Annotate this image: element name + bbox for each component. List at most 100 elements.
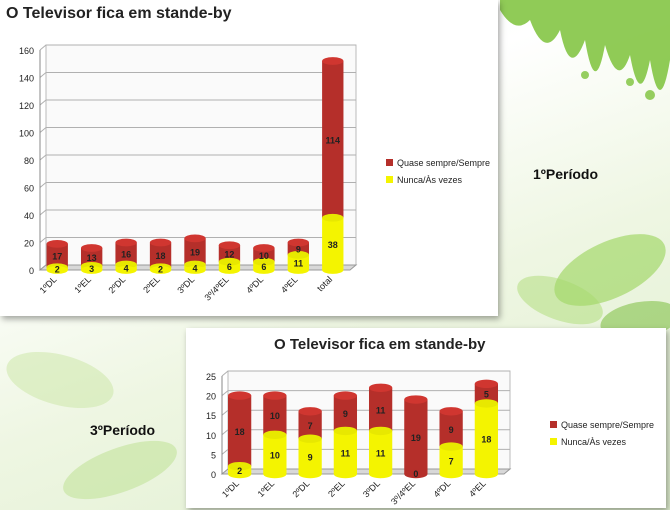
data-label-top: 7 (308, 421, 313, 431)
bar-segment-nunca (287, 254, 310, 270)
bar-divider (333, 426, 358, 436)
bar-segment-nunca (474, 403, 499, 474)
chart-card-period3: O Televisor fica em stande-by 0 5 10 15 20 25… (186, 328, 666, 508)
leaves-decoration (6, 234, 670, 500)
x-tick-label: 2ºEL (326, 478, 347, 499)
period-label-1: 1ºPeríodo (533, 166, 599, 182)
chart-card-period1: O Televisor fica em stande-by 0 20 40 60 80 1… (0, 0, 498, 316)
bar-divider (263, 430, 287, 439)
gridline-depth (221, 429, 229, 436)
bar-base (149, 266, 172, 274)
y-tick-label: 5 (211, 450, 216, 460)
bar-segment-quasesempresempre (253, 248, 275, 262)
data-label-top: 11 (376, 405, 386, 415)
bar-segment-quasesempresempre (404, 399, 428, 474)
bar-segment-nunca (333, 430, 358, 474)
chart-title-1: O Televisor fica em stande-by (6, 5, 232, 22)
bar-cap (115, 238, 137, 247)
bar-base (227, 469, 252, 479)
bar-base (263, 469, 287, 479)
x-tick-label: 3ºDL (361, 478, 382, 499)
y-tick-label: 0 (211, 470, 216, 480)
gridline-depth (39, 127, 47, 133)
x-tick-label: 3º/4ºEL (389, 478, 417, 506)
bar-base (184, 266, 206, 274)
bar-divider (115, 260, 137, 269)
y-tick-label: 140 (19, 74, 34, 84)
y-tick-label: 10 (206, 431, 216, 441)
chart-2: 0 5 10 15 20 25 18 2 1ºDL 10 10 1ºEL 7 9 2ºDL 9 11 2ºEL 11… (206, 370, 654, 507)
data-label-top: 19 (411, 433, 421, 443)
bar-cap (439, 407, 463, 416)
data-label-bottom: 6 (261, 262, 266, 272)
x-tick-label: 1ºEL (72, 274, 93, 295)
gridline-depth (221, 390, 229, 396)
data-label-bottom: 11 (294, 258, 304, 268)
legend-swatch (386, 176, 393, 183)
data-label-bottom: 11 (376, 448, 386, 458)
x-tick-label: 4ºEL (467, 478, 488, 499)
y-tick-label: 20 (24, 239, 34, 249)
data-label-top: 10 (259, 251, 269, 261)
chart-1: 0204060801001201401601721ºDL1331ºEL1642º… (19, 44, 490, 303)
bar-segment-quasesempresempre (115, 242, 137, 265)
y-tick-label: 120 (19, 101, 34, 111)
bar-divider (184, 260, 206, 269)
y-tick-label: 40 (24, 211, 34, 221)
bar-segment-quasesempresempre (439, 411, 463, 447)
x-tick-label: 1ºEL (256, 478, 277, 499)
bar-cap (46, 240, 68, 248)
y-tick-label: 100 (19, 129, 34, 139)
data-label-top: 19 (190, 247, 200, 257)
bar-cap (253, 244, 275, 252)
bar-base (80, 266, 103, 274)
bar-segment-nunca (263, 434, 287, 474)
y-tick-label: 20 (206, 392, 216, 402)
data-label-top: 18 (156, 251, 166, 261)
bar-base (368, 469, 393, 479)
data-label-top: 9 (296, 245, 301, 255)
bar-divider (218, 257, 241, 266)
data-label-bottom: 3 (89, 264, 94, 274)
x-tick-label: 4ºEL (279, 274, 300, 295)
data-label-bottom: 11 (341, 448, 351, 458)
x-tick-label: 3ºDL (175, 274, 196, 295)
gridline-depth (39, 44, 47, 51)
bar-segment-quasesempresempre (149, 242, 172, 268)
bar-divider (253, 257, 275, 266)
gridline-depth (39, 237, 47, 243)
x-tick-label: 2ºDL (290, 478, 311, 499)
bar-segment-quasesempresempre (333, 395, 358, 431)
data-label-top: 13 (87, 253, 97, 263)
legend-label: Nunca/Às vezes (397, 175, 463, 185)
bar-divider (368, 426, 393, 436)
bar-base (404, 469, 428, 479)
bar-cap (368, 383, 393, 392)
bar-cap (149, 238, 172, 247)
bar-cap (218, 241, 241, 250)
bar-divider (227, 461, 252, 471)
data-label-top: 9 (449, 425, 454, 435)
bar-base (322, 266, 344, 274)
bar-segment-nunca (253, 261, 275, 270)
bar-segment-quasesempresempre (298, 411, 322, 439)
data-label-top: 114 (326, 135, 341, 145)
data-label-bottom: 10 (270, 450, 280, 460)
legend-label: Quase sempre/Sempre (397, 158, 490, 168)
bar-base (439, 469, 463, 479)
data-label-top: 18 (235, 427, 245, 437)
gridline-depth (221, 409, 229, 416)
paint-drips (500, 0, 670, 100)
bar-cap (80, 244, 103, 252)
bar-base (46, 266, 68, 274)
bar-segment-nunca (298, 438, 322, 474)
bar-divider (439, 442, 463, 451)
x-tick-label: 4ºDL (244, 274, 265, 295)
bar-divider (287, 251, 310, 259)
bar-cap (322, 57, 344, 65)
x-tick-label: 2ºEL (141, 274, 162, 295)
bar-cap (333, 391, 358, 400)
x-tick-label: 1ºDL (220, 478, 241, 499)
data-label-bottom: 38 (328, 240, 338, 250)
